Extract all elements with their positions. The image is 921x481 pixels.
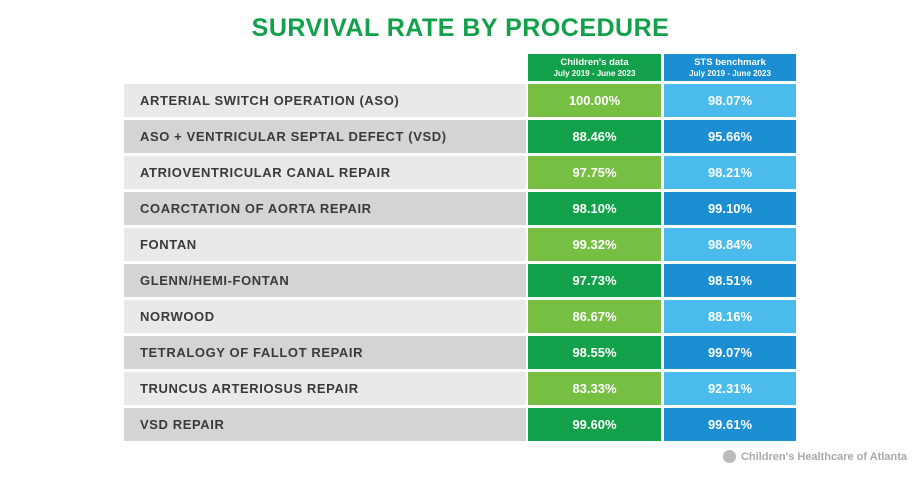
header-sts-period: July 2019 - June 2023 xyxy=(689,68,771,78)
sts-rate: 98.21% xyxy=(664,156,796,189)
table-row: NORWOOD 86.67% 88.16% xyxy=(124,300,796,333)
sts-rate: 98.07% xyxy=(664,84,796,117)
brand-logo: Children's Healthcare of Atlanta xyxy=(722,450,907,463)
table-row: ARTERIAL SWITCH OPERATION (ASO) 100.00% 98… xyxy=(124,84,796,117)
table-row: COARCTATION OF AORTA REPAIR 98.10% 99.10% xyxy=(124,192,796,225)
procedure-name: ASO + VENTRICULAR SEPTAL DEFECT (VSD) xyxy=(124,120,526,153)
sts-rate: 98.51% xyxy=(664,264,796,297)
header-childrens-label: Children's data xyxy=(560,56,629,68)
header-childrens-data: Children's data July 2019 - June 2023 xyxy=(528,54,661,81)
childrens-rate: 100.00% xyxy=(528,84,661,117)
childrens-rate: 88.46% xyxy=(528,120,661,153)
childrens-rate: 83.33% xyxy=(528,372,661,405)
childrens-rate: 98.55% xyxy=(528,336,661,369)
procedure-name: COARCTATION OF AORTA REPAIR xyxy=(124,192,526,225)
table-row: TETRALOGY OF FALLOT REPAIR 98.55% 99.07% xyxy=(124,336,796,369)
table-row: FONTAN 99.32% 98.84% xyxy=(124,228,796,261)
table-row: TRUNCUS ARTERIOSUS REPAIR 83.33% 92.31% xyxy=(124,372,796,405)
procedure-name: GLENN/HEMI-FONTAN xyxy=(124,264,526,297)
procedure-name: NORWOOD xyxy=(124,300,526,333)
sts-rate: 98.84% xyxy=(664,228,796,261)
childrens-rate: 99.60% xyxy=(528,408,661,441)
sts-rate: 95.66% xyxy=(664,120,796,153)
table-row: ASO + VENTRICULAR SEPTAL DEFECT (VSD) 88.… xyxy=(124,120,796,153)
childrens-rate: 97.75% xyxy=(528,156,661,189)
header-childrens-period: July 2019 - June 2023 xyxy=(553,68,636,78)
procedure-name: VSD REPAIR xyxy=(124,408,526,441)
procedure-name: TETRALOGY OF FALLOT REPAIR xyxy=(124,336,526,369)
childrens-rate: 86.67% xyxy=(528,300,661,333)
procedure-name: TRUNCUS ARTERIOSUS REPAIR xyxy=(124,372,526,405)
table-row: ATRIOVENTRICULAR CANAL REPAIR 97.75% 98.21… xyxy=(124,156,796,189)
sts-rate: 99.61% xyxy=(664,408,796,441)
header-sts-benchmark: STS benchmark July 2019 - June 2023 xyxy=(664,54,796,81)
procedure-name: FONTAN xyxy=(124,228,526,261)
procedure-name: ATRIOVENTRICULAR CANAL REPAIR xyxy=(124,156,526,189)
childrens-rate: 98.10% xyxy=(528,192,661,225)
childrens-rate: 97.73% xyxy=(528,264,661,297)
sts-rate: 92.31% xyxy=(664,372,796,405)
sts-rate: 99.10% xyxy=(664,192,796,225)
header-sts-label: STS benchmark xyxy=(694,56,766,68)
sts-rate: 99.07% xyxy=(664,336,796,369)
table-row: GLENN/HEMI-FONTAN 97.73% 98.51% xyxy=(124,264,796,297)
procedure-name: ARTERIAL SWITCH OPERATION (ASO) xyxy=(124,84,526,117)
table-row: VSD REPAIR 99.60% 99.61% xyxy=(124,408,796,441)
chart-title: SURVIVAL RATE BY PROCEDURE xyxy=(251,14,670,42)
brand-name: Children's Healthcare of Atlanta xyxy=(740,450,907,463)
childrens-rate: 99.32% xyxy=(528,228,661,261)
sts-rate: 88.16% xyxy=(664,300,796,333)
brand-mark-icon xyxy=(722,450,736,463)
